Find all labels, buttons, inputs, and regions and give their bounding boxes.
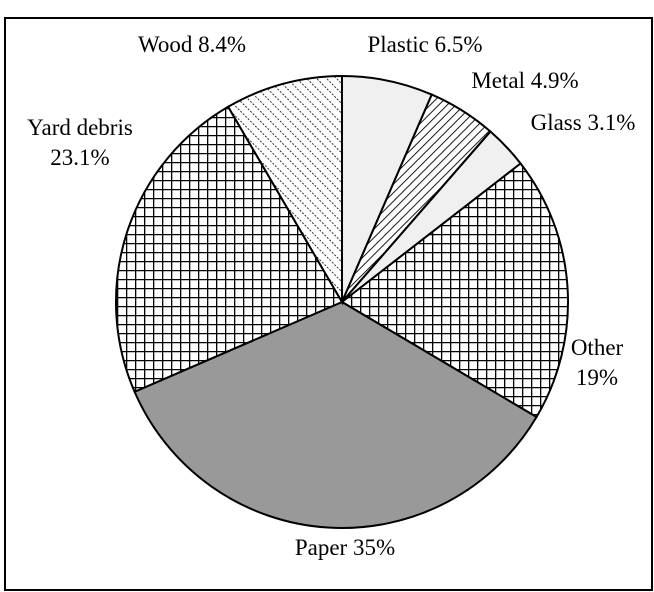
pie-slice bbox=[133, 300, 538, 529]
slice-name: Glass bbox=[531, 110, 582, 135]
slice-name: Wood bbox=[138, 32, 193, 57]
slice-label: Yard debris 23.1% bbox=[27, 115, 133, 170]
slice-value: 6.5% bbox=[435, 32, 483, 57]
slice-name: Yard debris bbox=[27, 115, 133, 140]
slice-name: Metal bbox=[471, 68, 525, 93]
pie-slice bbox=[226, 74, 343, 306]
slice-value: 23.1% bbox=[50, 145, 109, 170]
slice-label: Other 19% bbox=[571, 335, 624, 390]
slice-label: Metal 4.9% bbox=[471, 68, 578, 93]
slice-value: 8.4% bbox=[198, 32, 246, 57]
slice-label: Plastic 6.5% bbox=[367, 32, 482, 57]
pie-slice bbox=[340, 162, 569, 419]
slice-name: Other bbox=[571, 335, 624, 360]
slice-name: Plastic bbox=[367, 32, 428, 57]
pie-slice bbox=[115, 105, 344, 394]
slice-name: Paper bbox=[295, 535, 348, 560]
slice-label: Wood 8.4% bbox=[138, 32, 246, 57]
slice-value: 3.1% bbox=[587, 110, 635, 135]
slice-label: Glass 3.1% bbox=[531, 110, 636, 135]
slice-value: 19% bbox=[576, 365, 618, 390]
slice-label: Paper 35% bbox=[295, 535, 395, 560]
slice-value: 35% bbox=[353, 535, 395, 560]
slice-value: 4.9% bbox=[531, 68, 579, 93]
frame bbox=[4, 17, 653, 591]
